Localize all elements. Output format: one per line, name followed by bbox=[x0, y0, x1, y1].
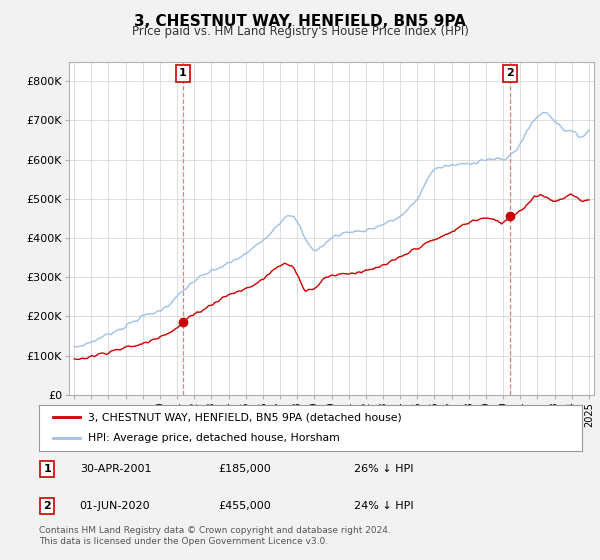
Text: £185,000: £185,000 bbox=[218, 464, 271, 474]
Text: 30-APR-2001: 30-APR-2001 bbox=[80, 464, 151, 474]
Text: Price paid vs. HM Land Registry's House Price Index (HPI): Price paid vs. HM Land Registry's House … bbox=[131, 25, 469, 38]
Text: 1: 1 bbox=[179, 68, 187, 78]
Text: HPI: Average price, detached house, Horsham: HPI: Average price, detached house, Hors… bbox=[88, 433, 340, 444]
Text: Contains HM Land Registry data © Crown copyright and database right 2024.
This d: Contains HM Land Registry data © Crown c… bbox=[39, 526, 391, 546]
Text: 1: 1 bbox=[43, 464, 51, 474]
Text: £455,000: £455,000 bbox=[218, 501, 271, 511]
Text: 2: 2 bbox=[506, 68, 514, 78]
Text: 26% ↓ HPI: 26% ↓ HPI bbox=[354, 464, 413, 474]
Text: 3, CHESTNUT WAY, HENFIELD, BN5 9PA (detached house): 3, CHESTNUT WAY, HENFIELD, BN5 9PA (deta… bbox=[88, 412, 401, 422]
Text: 24% ↓ HPI: 24% ↓ HPI bbox=[354, 501, 413, 511]
Text: 3, CHESTNUT WAY, HENFIELD, BN5 9PA: 3, CHESTNUT WAY, HENFIELD, BN5 9PA bbox=[134, 14, 466, 29]
Text: 2: 2 bbox=[43, 501, 51, 511]
Text: 01-JUN-2020: 01-JUN-2020 bbox=[80, 501, 151, 511]
